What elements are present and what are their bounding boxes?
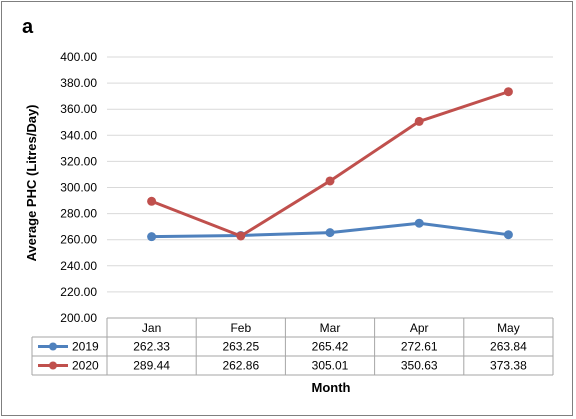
table-cell-value: 262.86 — [222, 359, 259, 373]
legend-label: 2019 — [72, 340, 99, 354]
gridlines — [107, 56, 553, 293]
legend-key-2019 — [38, 342, 68, 351]
y-tick-label: 260.00 — [60, 233, 97, 247]
series-lines — [147, 87, 513, 242]
data-point-2019-Jan — [147, 232, 157, 242]
legend-marker — [49, 342, 57, 351]
data-table: Jan Feb Mar Apr May 2019 262.33 263.25 265.42 272… — [31, 317, 554, 376]
data-point-2020-May — [503, 87, 513, 97]
x-category-label: Apr — [410, 321, 429, 335]
y-tick-label: 280.00 — [60, 207, 97, 221]
y-tick-label: 340.00 — [60, 128, 97, 142]
legend-label: 2020 — [72, 359, 99, 373]
data-point-2019-Mar — [325, 228, 335, 238]
table-cell-value: 305.01 — [312, 359, 349, 373]
x-axis-title: Month — [312, 380, 351, 395]
data-point-2020-Feb — [236, 231, 246, 241]
y-tick-label: 300.00 — [60, 181, 97, 195]
table-cell-value: 263.84 — [490, 340, 527, 354]
y-axis-ticks: 200.00 220.00 240.00 260.00 280.00 300.00 320.… — [60, 50, 97, 325]
table-cell-value: 373.38 — [490, 359, 527, 373]
y-tick-label: 360.00 — [60, 102, 97, 116]
legend-marker — [49, 361, 57, 370]
y-tick-label: 400.00 — [60, 50, 97, 64]
table-cell-value: 265.42 — [312, 340, 349, 354]
y-tick-label: 240.00 — [60, 259, 97, 273]
y-axis-title: Average PHC (Litres/Day) — [24, 104, 39, 261]
data-point-2019-May — [503, 230, 513, 240]
y-tick-label: 380.00 — [60, 76, 97, 90]
series-line-2020 — [151, 90, 509, 238]
y-tick-label: 200.00 — [60, 311, 97, 325]
table-cell-value: 262.33 — [133, 340, 170, 354]
data-point-2020-Apr — [414, 116, 424, 126]
table-cell-value: 289.44 — [133, 359, 170, 373]
panel-label: a — [22, 16, 34, 38]
x-category-label: Mar — [320, 321, 341, 335]
table-cell-value: 263.25 — [222, 340, 259, 354]
data-point-2020-Jan — [147, 196, 157, 206]
x-category-label: May — [497, 321, 520, 335]
y-tick-label: 220.00 — [60, 285, 97, 299]
table-cell-value: 350.63 — [401, 359, 438, 373]
table-cell-value: 272.61 — [401, 340, 438, 354]
legend-key-2020 — [38, 361, 68, 370]
x-category-label: Jan — [142, 321, 161, 335]
x-category-label: Feb — [230, 321, 251, 335]
data-point-2019-Apr — [414, 218, 424, 228]
y-tick-label: 320.00 — [60, 154, 97, 168]
data-point-2020-Mar — [325, 176, 335, 186]
series-2020 — [147, 87, 513, 241]
